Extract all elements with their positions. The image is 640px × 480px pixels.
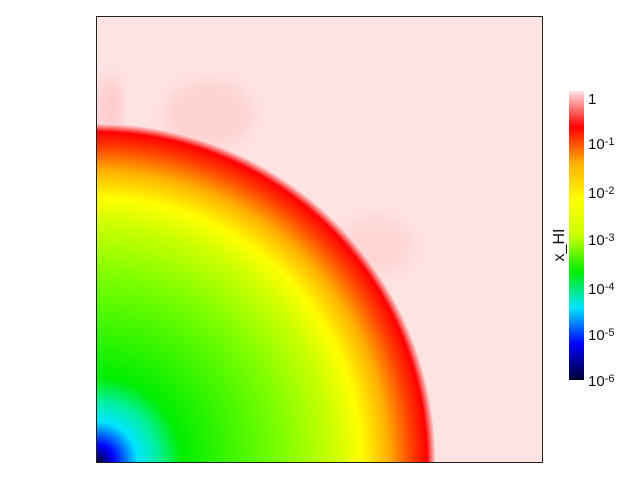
ionized-region [97, 123, 436, 462]
colorbar-label: x_HI [551, 228, 568, 262]
colorbar-tick-1: 10-1 [588, 136, 615, 153]
colorbar-tick-5: 10-5 [588, 327, 615, 344]
colorbar-tick-6: 10-6 [588, 373, 615, 390]
colorbar-tick-4: 10-4 [588, 281, 615, 298]
colorbar-tick-0: 1 [588, 91, 597, 108]
shadow-feature-left [100, 76, 121, 137]
colorbar-tick-3: 10-3 [588, 232, 615, 249]
heatmap-plot [96, 16, 543, 463]
shadow-feature-top [163, 79, 254, 150]
colorbar-tick-2: 10-2 [588, 185, 615, 202]
colorbar [569, 91, 584, 380]
heatmap-field [97, 17, 542, 462]
